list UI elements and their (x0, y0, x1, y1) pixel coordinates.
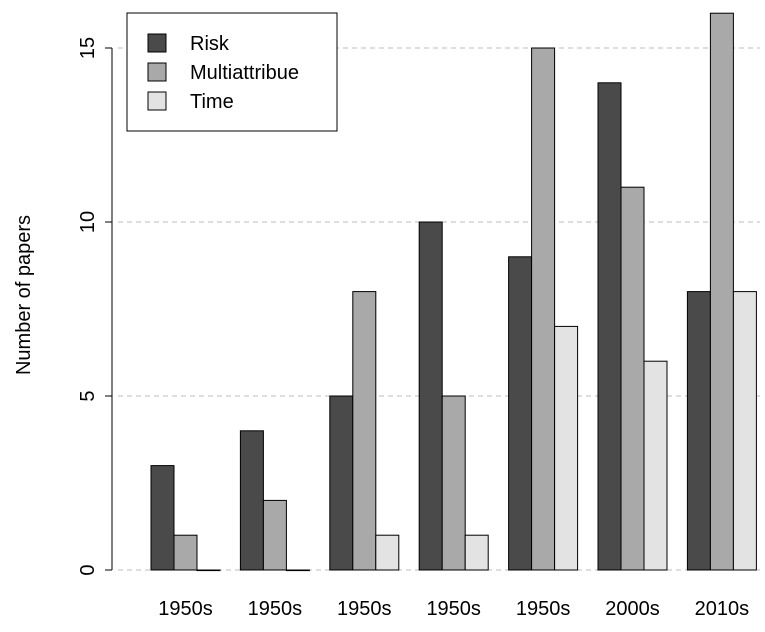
bar-risk-6 (686, 291, 711, 571)
x-tick-label: 1950s (337, 598, 392, 620)
legend: Risk Multiattribue Time (126, 12, 338, 132)
bar-time-6 (732, 291, 757, 571)
legend-label-risk: Risk (190, 33, 230, 55)
y-tick-label: 5 (77, 390, 99, 401)
y-tick-label: 10 (77, 211, 99, 233)
y-tick-label: 0 (77, 564, 99, 575)
x-tick-label: 1950s (516, 598, 571, 620)
legend-label-time: Time (190, 91, 234, 113)
y-axis: 0 5 10 15 (77, 37, 113, 576)
legend-swatch-time (147, 91, 167, 111)
legend-swatch-risk (147, 33, 167, 53)
bar-risk-3 (418, 221, 443, 571)
bar-risk-0 (150, 465, 175, 571)
bar-risk-1 (239, 430, 264, 571)
bar-multiattribue-2 (352, 291, 377, 571)
bar-time-0 (196, 569, 221, 572)
x-axis-labels: 1950s 1950s 1950s 1950s 1950s 2000s 2010s (158, 598, 749, 620)
bar-multiattribue-6 (709, 12, 734, 571)
bar-multiattribue-3 (441, 395, 466, 571)
bar-risk-2 (329, 395, 354, 571)
legend-swatch-multiattribue (147, 62, 167, 82)
x-tick-label: 1950s (248, 598, 303, 620)
bar-time-4 (554, 325, 579, 571)
bar-multiattribue-0 (173, 534, 198, 571)
x-tick-label: 2010s (695, 598, 750, 620)
y-tick-label: 15 (77, 37, 99, 59)
bar-multiattribue-1 (262, 499, 287, 571)
bar-risk-5 (597, 82, 622, 571)
bar-multiattribue-5 (620, 186, 645, 571)
bar-risk-4 (508, 256, 533, 571)
x-tick-label: 1950s (158, 598, 213, 620)
bar-time-3 (464, 534, 489, 571)
x-tick-label: 2000s (605, 598, 660, 620)
legend-label-multiattribue: Multiattribue (190, 62, 299, 84)
bar-time-5 (643, 360, 668, 571)
x-tick-label: 1950s (426, 598, 481, 620)
y-axis-label: Number of papers (13, 215, 35, 375)
bar-time-1 (285, 569, 310, 572)
bar-multiattribue-4 (531, 47, 556, 571)
bars (150, 12, 757, 572)
bar-time-2 (375, 534, 400, 571)
